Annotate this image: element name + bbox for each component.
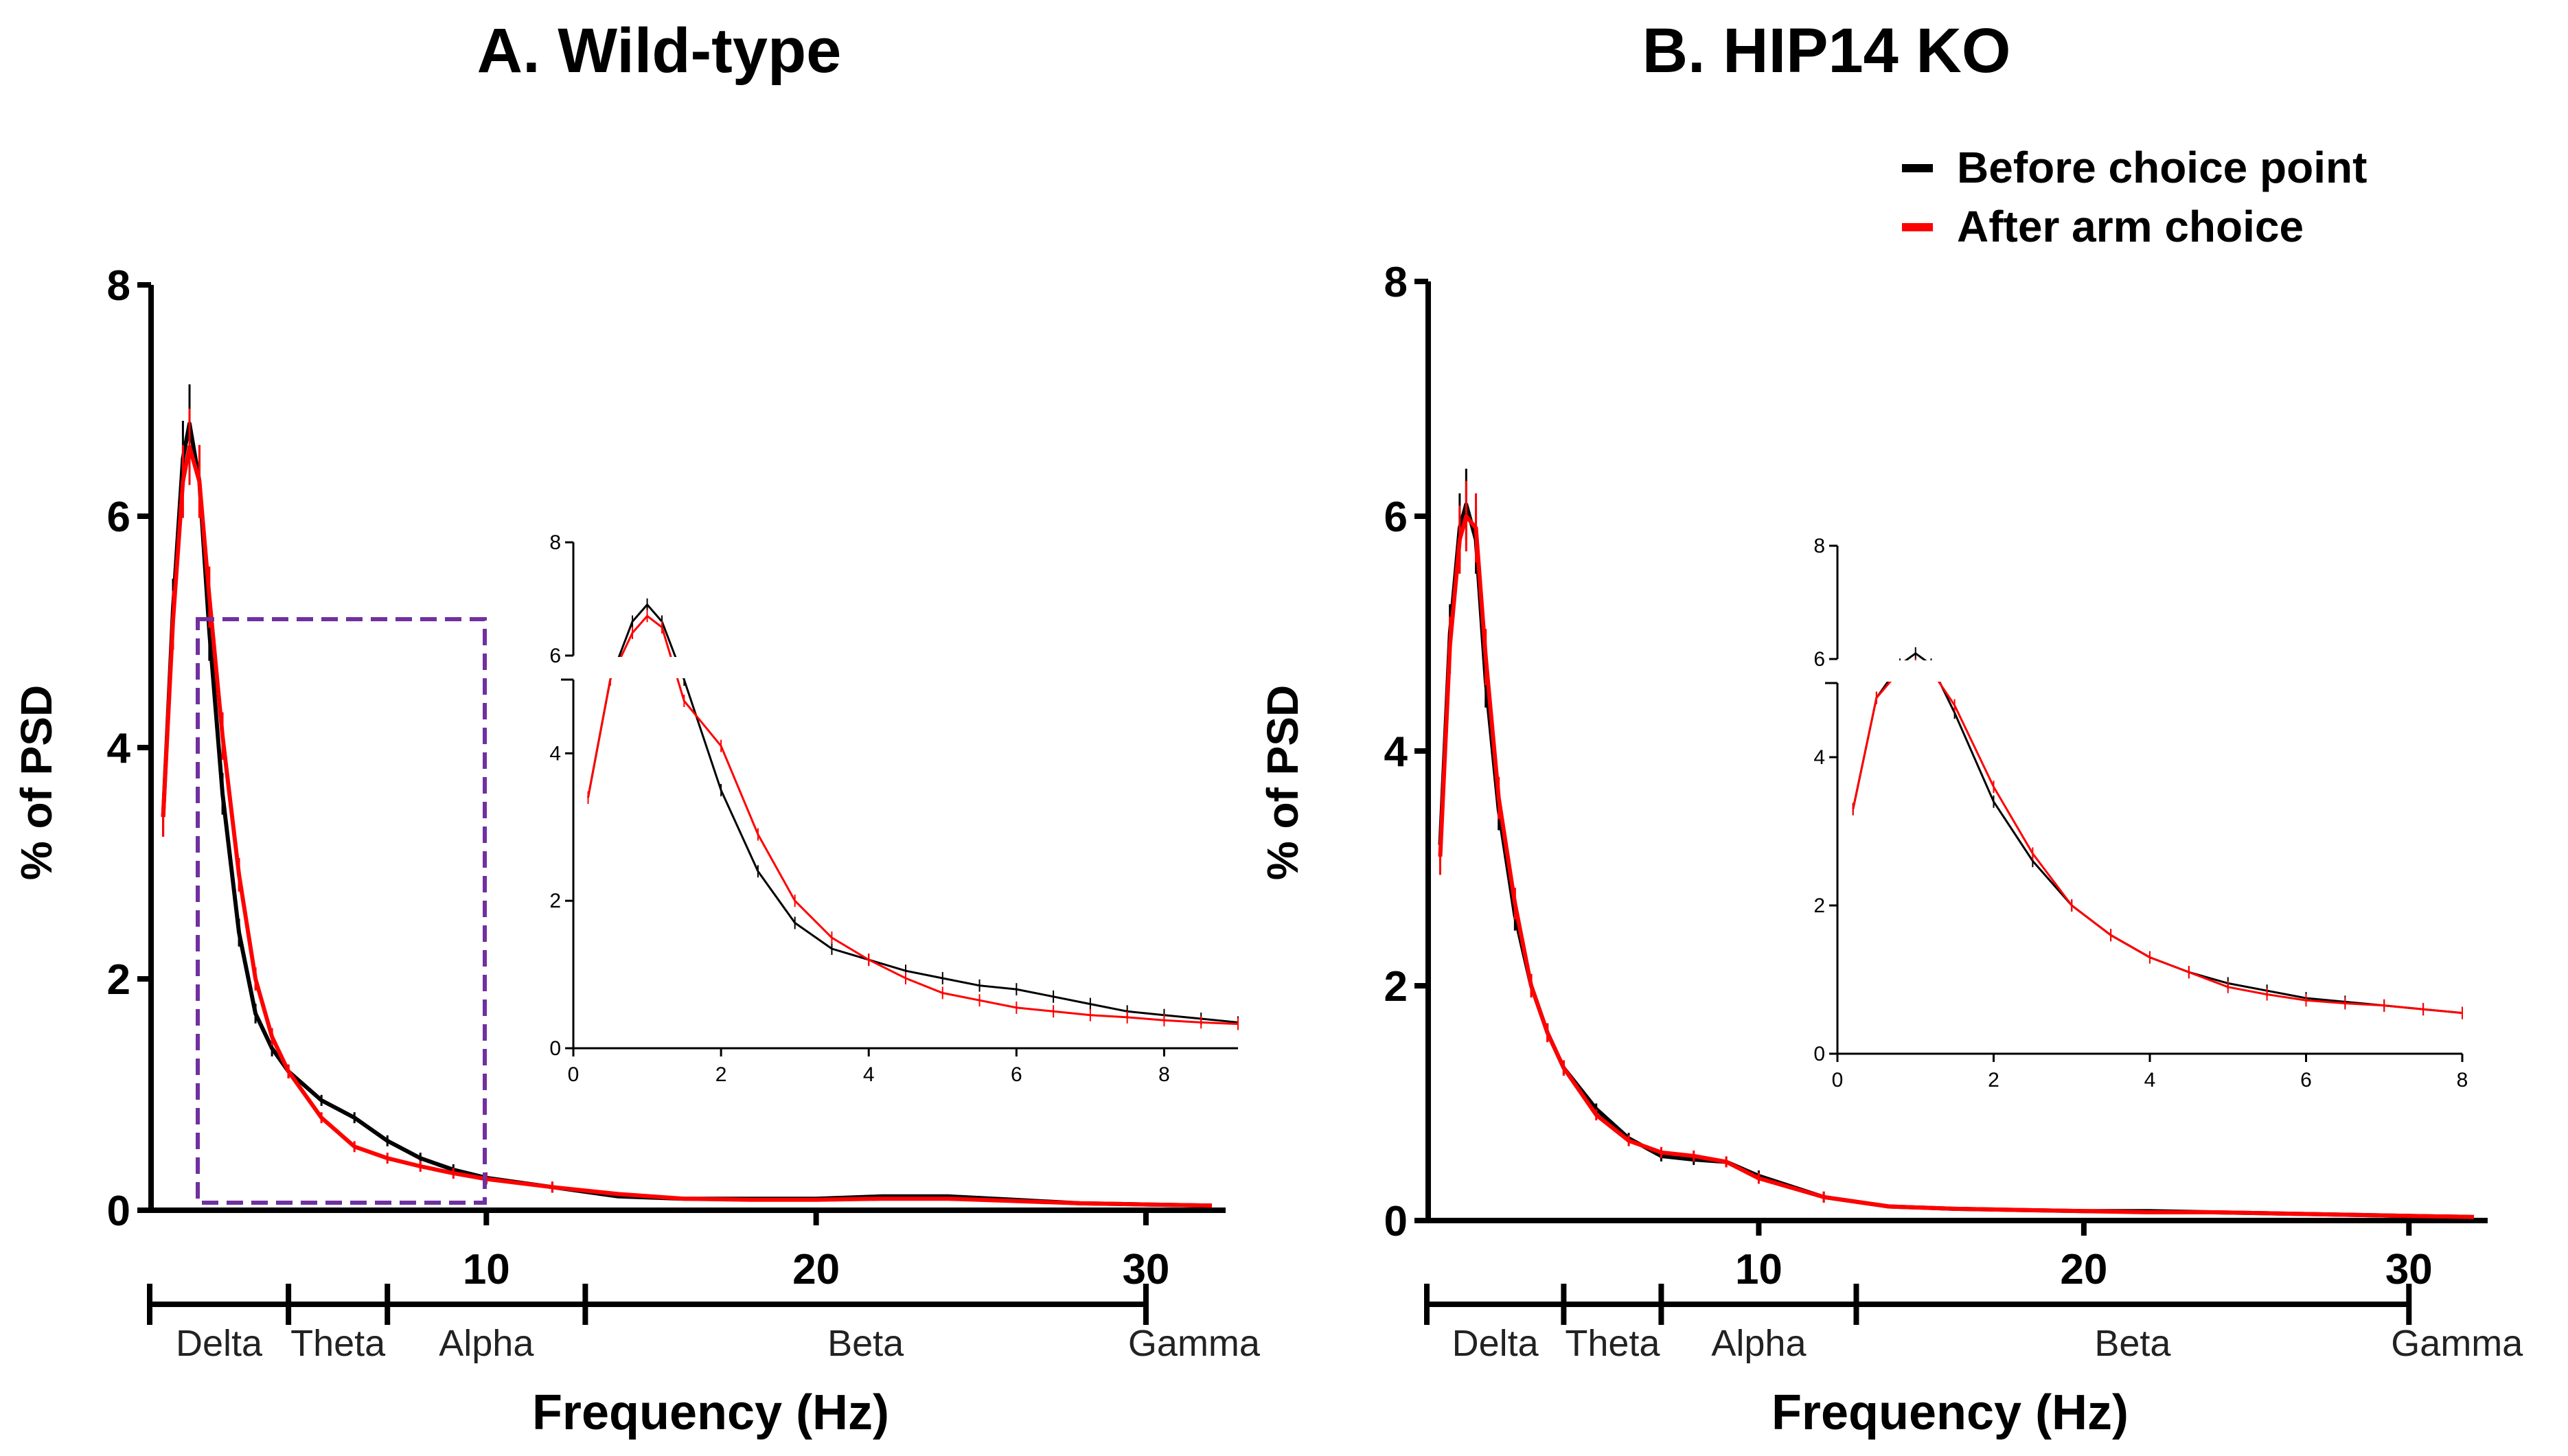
panel-a-band-alpha: Alpha bbox=[439, 1323, 534, 1364]
panel-b-band-beta: Beta bbox=[2094, 1323, 2171, 1364]
panel-b-x-label: Frequency (Hz) bbox=[1772, 1385, 2129, 1440]
panel-b-frequency-bands: Delta Theta Alpha Beta Gamma bbox=[1424, 1284, 2523, 1364]
panel-a-inset-x-tick-label: 6 bbox=[1011, 1063, 1022, 1086]
panel-b-inset-x-tick-label: 8 bbox=[2457, 1069, 2468, 1091]
panel-b-title: B. HIP14 KO bbox=[1642, 16, 2011, 86]
panel-a-y-label: % of PSD bbox=[12, 685, 61, 880]
panel-b-inset-y-tick-label: 0 bbox=[1813, 1043, 1825, 1065]
panel-a-y-tick-label: 0 bbox=[107, 1188, 130, 1235]
panel-b-y-label: % of PSD bbox=[1258, 685, 1307, 880]
panel-a-inset-y-tick-label: 6 bbox=[549, 645, 561, 667]
panel-b-inset-x-tick-label: 2 bbox=[1988, 1069, 1999, 1091]
panel-a-band-theta: Theta bbox=[290, 1323, 386, 1364]
panel-b-y-tick-label: 6 bbox=[1384, 494, 1408, 541]
panel-b-y-tick-label: 2 bbox=[1384, 963, 1408, 1010]
panel-a-series bbox=[161, 384, 1213, 1208]
panel-b-inset: 0 2 4 6 8 0 2 4 6 8 bbox=[1813, 535, 2468, 1091]
panel-b-inset-break-mask bbox=[1840, 660, 1964, 682]
panel-a-y-tick-label: 4 bbox=[107, 725, 131, 772]
legend-label-before: Before choice point bbox=[1957, 143, 2367, 192]
legend: Before choice point After arm choice bbox=[1902, 143, 2367, 251]
panel-b-inset-series-after bbox=[1852, 663, 2463, 1015]
panel-a-band-gamma: Gamma bbox=[1128, 1323, 1261, 1364]
panel-b-band-theta: Theta bbox=[1565, 1323, 1660, 1364]
panel-b-y-tick-label: 8 bbox=[1384, 259, 1408, 306]
panel-a-inset-y-tick-label: 2 bbox=[549, 890, 561, 912]
panel-a-x-tick-label: 20 bbox=[792, 1246, 840, 1293]
panel-a-inset-x-tick-label: 8 bbox=[1158, 1063, 1170, 1086]
panel-b-band-delta: Delta bbox=[1452, 1323, 1539, 1364]
panel-b-inset-y-tick-label: 2 bbox=[1813, 894, 1825, 917]
panel-b-inset-y-tick-label: 6 bbox=[1813, 648, 1825, 671]
panel-b-inset-y-tick-label: 8 bbox=[1813, 535, 1825, 557]
panel-b-series bbox=[1438, 468, 2475, 1219]
legend-label-after: After arm choice bbox=[1957, 202, 2304, 251]
panel-b-series-after bbox=[1438, 514, 2475, 1219]
panel-a-inset: 0 2 4 6 8 0 2 4 6 8 bbox=[549, 531, 1239, 1086]
panel-a-series-after bbox=[161, 444, 1213, 1208]
panel-a-y-tick-label: 2 bbox=[107, 956, 130, 1004]
panel-a-inset-y-tick-label: 8 bbox=[549, 531, 561, 554]
panel-a-frequency-bands: Delta Theta Alpha Beta Gamma bbox=[147, 1284, 1261, 1364]
panel-a-inset-y-tick-label: 0 bbox=[549, 1037, 561, 1060]
panel-b-band-alpha: Alpha bbox=[1711, 1323, 1807, 1364]
panel-b-inset-series-before bbox=[1852, 651, 2463, 1015]
panel-b-y-tick-label: 4 bbox=[1384, 728, 1408, 776]
panel-a-inset-y-tick-label: 4 bbox=[549, 742, 561, 765]
panel-a-x-label: Frequency (Hz) bbox=[532, 1385, 889, 1440]
panel-a-band-beta: Beta bbox=[827, 1323, 904, 1364]
panel-a-band-delta: Delta bbox=[176, 1323, 263, 1364]
panel-a-inset-x-tick-label: 0 bbox=[568, 1063, 580, 1086]
panel-b-inset-y-tick-label: 4 bbox=[1813, 746, 1825, 769]
panel-b-x-tick-label: 20 bbox=[2060, 1246, 2107, 1293]
panel-b-inset-x-tick-label: 0 bbox=[1832, 1069, 1844, 1091]
panel-b-y-tick-label: 0 bbox=[1384, 1198, 1408, 1245]
panel-a-y-tick-label: 8 bbox=[107, 262, 130, 310]
panel-b-inset-x-tick-label: 6 bbox=[2300, 1069, 2312, 1091]
panel-a-inset-break-mask bbox=[576, 657, 700, 678]
panel-b-x-tick-label: 10 bbox=[1735, 1246, 1782, 1293]
panel-a-title: A. Wild-type bbox=[477, 16, 842, 86]
panel-b-inset-x-tick-label: 4 bbox=[2144, 1069, 2156, 1091]
panel-a-series-before bbox=[161, 421, 1213, 1208]
panel-a-y-tick-label: 6 bbox=[107, 494, 130, 541]
panel-b-band-gamma: Gamma bbox=[2391, 1323, 2523, 1364]
panel-a-inset-x-tick-label: 4 bbox=[863, 1063, 875, 1086]
panel-a-zoom-box bbox=[196, 617, 487, 1205]
panel-a-inset-x-tick-label: 2 bbox=[715, 1063, 727, 1086]
panel-a-x-tick-label: 10 bbox=[463, 1246, 510, 1293]
